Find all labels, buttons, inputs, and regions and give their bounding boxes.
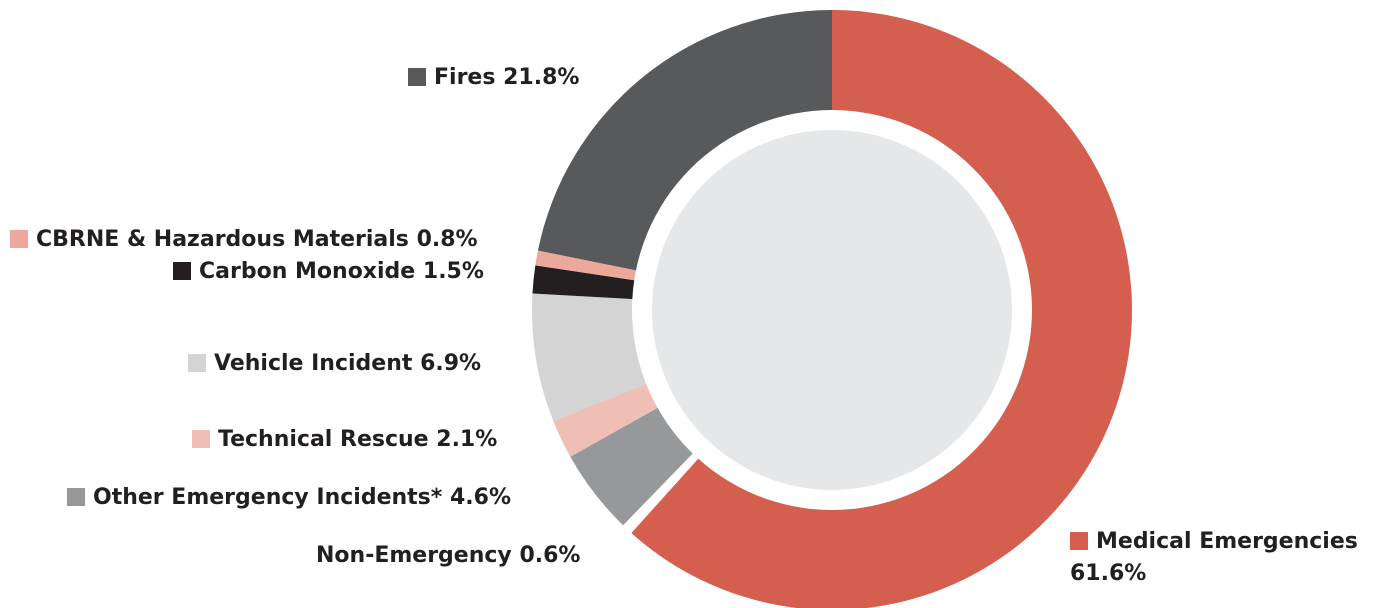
legend-label: CBRNE & Hazardous Materials: [36, 227, 409, 252]
legend-entry: Vehicle Incident 6.9%: [188, 348, 481, 380]
legend-swatch: [188, 354, 206, 372]
legend-label: Other Emergency Incidents*: [93, 485, 443, 510]
legend-label: Technical Rescue: [218, 427, 429, 452]
value-label: 1.5%: [422, 259, 484, 284]
value-label: 4.6%: [449, 485, 511, 510]
value-label: 21.8%: [503, 65, 580, 90]
legend-entry: Fires 21.8%: [408, 62, 579, 94]
value-label: 2.1%: [436, 427, 498, 452]
legend-label: Carbon Monoxide: [199, 259, 416, 284]
legend-entry: Medical Emergencies 61.6%: [1070, 526, 1370, 590]
legend-swatch: [67, 488, 85, 506]
value-label: 61.6%: [1070, 561, 1147, 586]
legend-label: Non-Emergency: [316, 543, 512, 568]
value-label: 0.8%: [416, 227, 478, 252]
value-label: 0.6%: [519, 543, 581, 568]
legend-swatch: [192, 430, 210, 448]
legend-swatch: [408, 68, 426, 86]
legend-swatch: [1070, 532, 1088, 550]
legend-label: Fires: [434, 65, 496, 90]
legend-entry: Technical Rescue 2.1%: [192, 424, 497, 456]
inner-disc: [652, 130, 1012, 490]
legend-entry: CBRNE & Hazardous Materials 0.8%: [10, 224, 478, 256]
legend-entry: Other Emergency Incidents* 4.6%: [67, 482, 511, 514]
legend-swatch: [10, 230, 28, 248]
legend-swatch: [173, 262, 191, 280]
legend-entry: Carbon Monoxide 1.5%: [173, 256, 484, 288]
value-label: 6.9%: [420, 351, 482, 376]
legend-swatch: [290, 546, 308, 564]
legend-entry: Non-Emergency 0.6%: [290, 540, 580, 572]
legend-label: Vehicle Incident: [214, 351, 413, 376]
legend-label: Medical Emergencies: [1096, 529, 1358, 554]
